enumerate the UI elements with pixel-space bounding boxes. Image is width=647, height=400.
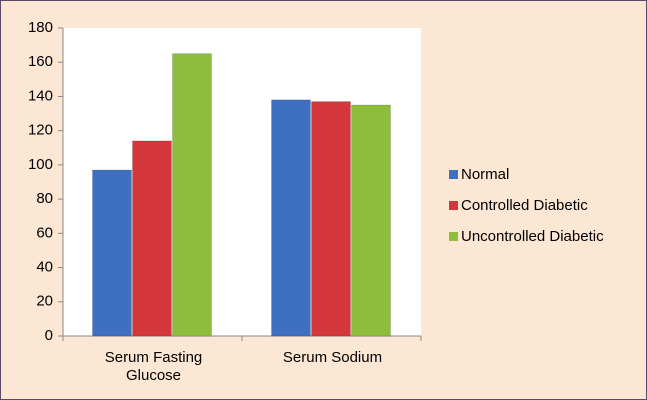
x-tick-label: Serum Fasting Glucose [104, 349, 203, 384]
y-tick-label: 60 [36, 224, 53, 241]
legend-label: Controlled Diabetic [461, 197, 588, 214]
legend-entry: Normal [449, 166, 509, 183]
legend-swatch [449, 201, 458, 210]
y-tick-label: 40 [36, 259, 53, 276]
legend-swatch [449, 170, 458, 179]
bar [351, 104, 391, 337]
y-tick-label: 140 [28, 87, 53, 104]
y-tick-label: 80 [36, 190, 53, 207]
legend-swatch [449, 232, 458, 241]
legend-label: Uncontrolled Diabetic [461, 228, 604, 245]
y-tick-label: 20 [36, 293, 53, 310]
legend-label: Normal [461, 166, 510, 183]
y-tick-label: 160 [28, 53, 53, 70]
bar [92, 169, 132, 337]
bar [172, 53, 212, 337]
x-tick-label: Serum Sodium [282, 349, 383, 366]
bar [311, 101, 351, 337]
legend-entry: Controlled Diabetic [449, 197, 588, 214]
y-tick-label: 0 [45, 327, 53, 344]
bar [271, 99, 311, 337]
y-tick-label: 100 [28, 156, 53, 173]
y-tick-label: 120 [28, 122, 53, 139]
legend-entry: Uncontrolled Diabetic [449, 228, 604, 245]
y-tick-label: 180 [28, 19, 53, 36]
bar [132, 140, 172, 337]
